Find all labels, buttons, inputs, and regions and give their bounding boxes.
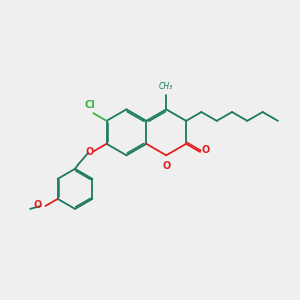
Text: O: O <box>201 146 209 155</box>
Text: CH₃: CH₃ <box>159 82 173 91</box>
Text: Cl: Cl <box>84 100 95 110</box>
Text: O: O <box>85 147 93 157</box>
Text: O: O <box>33 200 42 210</box>
Text: O: O <box>163 161 171 171</box>
